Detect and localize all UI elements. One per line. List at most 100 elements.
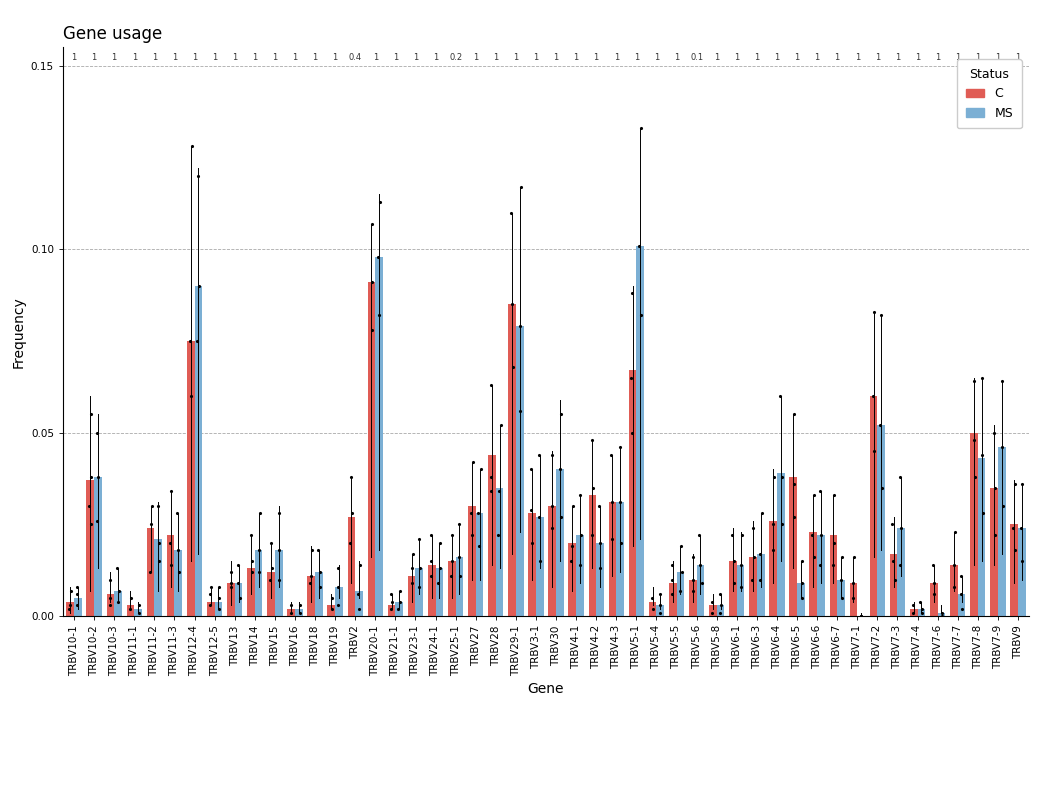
Bar [616,502,624,616]
Bar [737,565,744,616]
Bar [1017,529,1026,616]
Bar [990,487,998,616]
Bar [536,517,544,616]
Text: 0.2: 0.2 [449,53,462,62]
Text: 1: 1 [795,53,800,62]
Y-axis label: Frequency: Frequency [12,296,25,367]
Bar [456,558,463,616]
Text: 1: 1 [714,53,719,62]
Bar [910,609,918,616]
Bar [656,605,664,616]
Bar [998,447,1006,616]
Bar [436,569,443,616]
Bar [227,583,235,616]
Bar [134,609,142,616]
Bar [328,605,335,616]
Bar [689,580,696,616]
Bar [355,590,363,616]
Text: 1: 1 [192,53,197,62]
Text: 1: 1 [915,53,920,62]
Text: 1: 1 [494,53,499,62]
Text: 1: 1 [875,53,880,62]
Bar [596,543,604,616]
Text: 1: 1 [212,53,217,62]
Bar [368,282,375,616]
Text: 1: 1 [393,53,398,62]
Bar [348,517,355,616]
Bar [194,286,203,616]
Bar [496,487,503,616]
Bar [154,539,162,616]
Bar [315,572,322,616]
Text: 1: 1 [373,53,378,62]
Bar [830,536,837,616]
Bar [770,521,777,616]
Text: 1: 1 [995,53,1001,62]
Bar [568,543,576,616]
X-axis label: Gene: Gene [528,682,564,696]
Bar [629,371,636,616]
Bar [127,605,134,616]
Bar [468,506,476,616]
Bar [147,529,154,616]
Bar [918,609,925,616]
Bar [669,583,676,616]
Bar [66,601,75,616]
Bar [717,605,724,616]
Bar [609,502,616,616]
Bar [528,514,536,616]
Bar [75,598,82,616]
Bar [167,536,174,616]
Text: 1: 1 [855,53,860,62]
Text: 1: 1 [292,53,297,62]
Bar [869,396,878,616]
Text: 0.4: 0.4 [349,53,362,62]
Bar [958,594,965,616]
Bar [709,605,717,616]
Bar [696,565,705,616]
Text: 1: 1 [252,53,257,62]
Bar [295,609,302,616]
Text: 1: 1 [593,53,598,62]
Bar [247,569,255,616]
Text: 1: 1 [956,53,961,62]
Bar [407,576,416,616]
Bar [174,550,182,616]
Bar [187,341,194,616]
Bar [448,561,456,616]
Bar [516,326,524,616]
Text: 1: 1 [152,53,158,62]
Bar [837,580,845,616]
Text: 1: 1 [634,53,639,62]
Bar [275,550,282,616]
Text: 1: 1 [333,53,338,62]
Bar [576,536,584,616]
Bar [207,601,214,616]
Text: 1: 1 [433,53,438,62]
Bar [750,558,757,616]
Bar [938,612,945,616]
Bar [810,532,817,616]
Text: 1: 1 [573,53,579,62]
Text: 1: 1 [232,53,237,62]
Bar [86,480,94,616]
Bar [930,583,938,616]
Text: 0.1: 0.1 [690,53,704,62]
Bar [777,473,784,616]
Bar [757,554,764,616]
Text: 1: 1 [815,53,820,62]
Text: 1: 1 [734,53,739,62]
Bar [676,572,685,616]
Text: 1: 1 [754,53,759,62]
Text: 1: 1 [835,53,840,62]
Bar [548,506,556,616]
Text: 1: 1 [934,53,940,62]
Text: 1: 1 [654,53,659,62]
Text: 1: 1 [413,53,418,62]
Bar [817,536,824,616]
Bar [268,572,275,616]
Bar [849,583,857,616]
Text: 1: 1 [613,53,618,62]
Bar [255,550,262,616]
Text: 1: 1 [674,53,679,62]
